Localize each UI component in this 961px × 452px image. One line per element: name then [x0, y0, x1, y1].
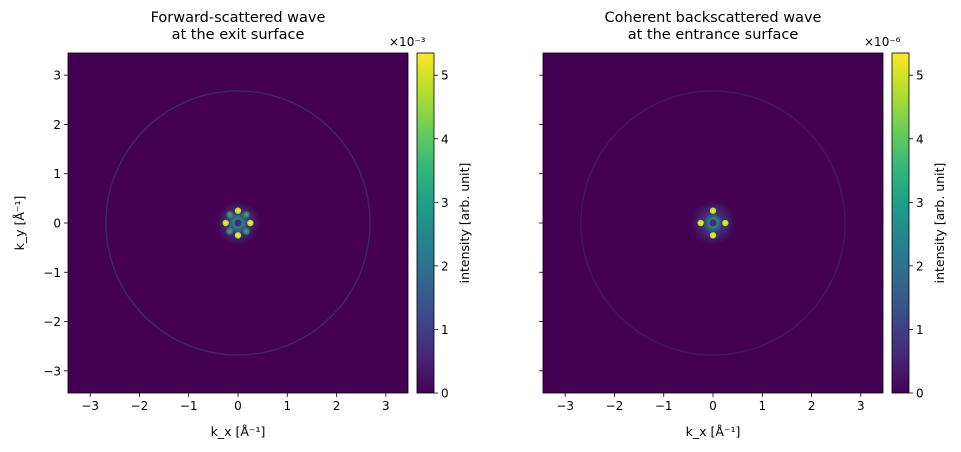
scattering-ring [105, 90, 371, 356]
colorbar-label: intensity [arb. unit] [932, 163, 947, 284]
bright-spot-peak [711, 233, 715, 237]
colorbar [891, 52, 910, 394]
colorbar-offset-text: ×10⁻⁶ [864, 35, 901, 49]
x-tick-label: −2 [606, 399, 624, 413]
y-axis-label: k_y [Å⁻¹] [12, 196, 27, 251]
side-lobe [225, 226, 235, 236]
side-lobe [241, 210, 251, 220]
y-axis-ticks [539, 74, 543, 372]
x-tick-label: 2 [808, 399, 816, 413]
heatmap-pattern [105, 90, 371, 356]
y-tick-label: 2 [53, 118, 61, 132]
y-tick-label: −2 [43, 315, 61, 329]
y-tick-label: 0 [53, 217, 61, 231]
x-axis-label: k_x [Å⁻¹] [686, 424, 741, 439]
y-tick-label: −1 [43, 266, 61, 280]
x-tick-label: 3 [857, 399, 865, 413]
colorbar-tick-label: 5 [441, 69, 449, 83]
colorbar-tick-label: 1 [916, 323, 924, 337]
colorbar-tick-label: 4 [441, 132, 449, 146]
colorbar-ticks: 0 1 2 3 4 5 [909, 69, 924, 401]
chart-title-line-2: at the exit surface [172, 27, 305, 43]
colorbar-tick-label: 5 [916, 69, 924, 83]
bright-spot-peak [248, 221, 252, 225]
x-tick-label: 1 [758, 399, 766, 413]
bright-spot-peak [236, 209, 240, 213]
x-tick-label: −1 [180, 399, 198, 413]
colorbar-tick-label: 0 [441, 387, 449, 401]
bright-spot-peak [224, 221, 228, 225]
central-minimum [234, 219, 242, 227]
x-axis-ticks: −3 −2 −1 0 1 2 3 [81, 393, 390, 413]
x-axis-ticks: −3 −2 −1 0 1 2 3 [556, 393, 865, 413]
colorbar-label: intensity [arb. unit] [457, 163, 472, 284]
colorbar-tick-label: 0 [916, 387, 924, 401]
colorbar-ticks: 0 1 2 3 4 5 [434, 69, 449, 401]
bright-spot-peak [699, 221, 703, 225]
chart-title-line-1: Forward-scattered wave [151, 10, 326, 26]
side-lobe [225, 210, 235, 220]
panel-backscattered: Coherent backscattered wave at the entra… [539, 10, 947, 439]
heatmap-pattern [580, 90, 846, 356]
x-tick-label: 2 [333, 399, 341, 413]
bright-spot-peak [236, 233, 240, 237]
colorbar-tick-label: 2 [441, 259, 449, 273]
x-tick-label: 0 [709, 399, 717, 413]
x-tick-label: −2 [131, 399, 149, 413]
y-axis-ticks: −3 −2 −1 0 1 2 3 [43, 69, 68, 378]
colorbar-offset-text: ×10⁻³ [389, 35, 426, 49]
x-axis-label: k_x [Å⁻¹] [211, 424, 266, 439]
chart-title-line-2: at the entrance surface [628, 27, 799, 43]
colorbar-tick-label: 3 [916, 196, 924, 210]
y-tick-label: −3 [43, 364, 61, 378]
chart-title-line-1: Coherent backscattered wave [605, 10, 822, 26]
panel-forward-scattered: Forward-scattered wave at the exit surfa… [12, 10, 472, 439]
x-tick-label: −3 [556, 399, 574, 413]
x-tick-label: 0 [234, 399, 242, 413]
x-tick-label: 1 [283, 399, 291, 413]
central-minimum [709, 219, 717, 227]
bright-spot-peak [723, 221, 727, 225]
bright-spot-peak [711, 209, 715, 213]
x-tick-label: −3 [81, 399, 99, 413]
side-lobe [241, 226, 251, 236]
colorbar-tick-label: 3 [441, 196, 449, 210]
colorbar-tick-label: 4 [916, 132, 924, 146]
colorbar-tick-label: 2 [916, 259, 924, 273]
x-tick-label: 3 [382, 399, 390, 413]
colorbar [416, 52, 435, 394]
colorbar-tick-label: 1 [441, 323, 449, 337]
y-tick-label: 3 [53, 69, 61, 83]
y-tick-label: 1 [53, 167, 61, 181]
x-tick-label: −1 [655, 399, 673, 413]
scattering-ring [580, 90, 846, 356]
